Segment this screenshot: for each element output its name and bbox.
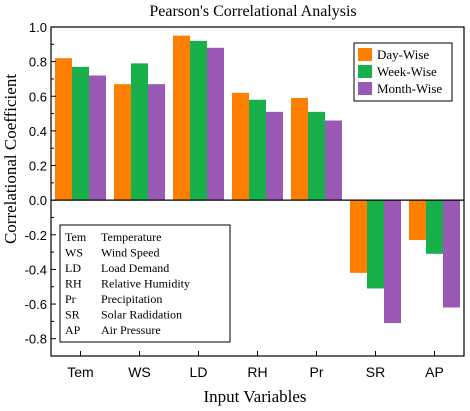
legend-swatch-month-wise <box>358 82 372 95</box>
abbreviation-code: SR <box>65 308 80 322</box>
bar-day-wise-rh <box>232 92 249 201</box>
y-tick-label: 0.2 <box>29 159 47 174</box>
bar-week-wise-rh <box>249 99 266 201</box>
x-tick-label: Pr <box>310 364 324 380</box>
bar-day-wise-ws <box>114 84 131 201</box>
bar-day-wise-ap <box>409 200 426 240</box>
y-tick-label: 0.6 <box>29 89 47 104</box>
y-tick-label: -0.8 <box>25 332 47 347</box>
y-tick-label: 0.8 <box>29 55 47 70</box>
bar-week-wise-ws <box>131 63 148 201</box>
bar-month-wise-sr <box>384 200 401 324</box>
bar-week-wise-pr <box>308 111 325 201</box>
y-tick-label: 1.0 <box>29 20 47 35</box>
bars-group <box>55 35 460 324</box>
legend-label: Week-Wise <box>377 64 437 79</box>
bar-day-wise-pr <box>291 97 308 201</box>
bar-week-wise-ap <box>426 200 443 254</box>
legend-label: Day-Wise <box>377 47 429 62</box>
y-tick-label: -0.4 <box>25 262 47 277</box>
bar-week-wise-tem <box>72 66 89 201</box>
bar-month-wise-pr <box>325 120 342 201</box>
bar-day-wise-ld <box>173 35 190 201</box>
bar-week-wise-sr <box>367 200 384 289</box>
abbreviation-code: AP <box>65 323 81 337</box>
x-tick-label: SR <box>366 364 385 380</box>
bar-day-wise-tem <box>55 58 72 201</box>
abbreviation-code: Tem <box>65 230 87 244</box>
bar-month-wise-ld <box>207 47 224 201</box>
abbreviation-meaning: Solar Radidation <box>101 308 182 322</box>
x-tick-label: RH <box>247 364 267 380</box>
abbreviation-table: Tem Temperature WS Wind Speed LD Load Demand R… <box>59 224 231 343</box>
x-tick-label: LD <box>190 364 208 380</box>
x-axis-label: Input Variables <box>203 387 306 406</box>
x-tick-label: WS <box>128 364 151 380</box>
abbreviation-meaning: Precipitation <box>101 292 162 306</box>
legend-label: Month-Wise <box>377 81 442 96</box>
abbreviation-meaning: Wind Speed <box>101 246 160 260</box>
y-tick-label: -0.2 <box>25 228 47 243</box>
bar-month-wise-rh <box>266 111 283 201</box>
legend: Day-Wise Week-Wise Month-Wise <box>353 42 453 102</box>
abbreviation-code: WS <box>65 246 83 260</box>
y-tick-label: 0.0 <box>29 193 47 208</box>
abbreviation-code: LD <box>65 261 81 275</box>
abbreviation-meaning: Temperature <box>101 230 161 244</box>
y-tick-label: -0.6 <box>25 297 47 312</box>
bar-month-wise-ws <box>148 84 165 201</box>
bar-day-wise-sr <box>350 200 367 273</box>
x-tick-label: Tem <box>67 364 93 380</box>
chart-title: Pearson's Correlational Analysis <box>149 3 356 20</box>
abbreviation-meaning: Air Pressure <box>101 323 161 337</box>
x-tick-label: AP <box>425 364 444 380</box>
abbreviation-meaning: Relative Humidity <box>101 277 190 291</box>
abbreviation-code: RH <box>65 277 82 291</box>
y-axis-label: Correlational Coefficient <box>1 74 20 244</box>
abbreviation-meaning: Load Demand <box>101 261 169 275</box>
y-tick-label: 0.4 <box>29 124 47 139</box>
abbreviation-code: Pr <box>65 292 76 306</box>
abbreviation-box <box>59 224 231 343</box>
legend-swatch-week-wise <box>358 65 372 78</box>
bar-month-wise-ap <box>443 200 460 308</box>
bar-week-wise-ld <box>190 40 207 201</box>
bar-month-wise-tem <box>89 75 106 201</box>
legend-swatch-day-wise <box>358 48 372 61</box>
